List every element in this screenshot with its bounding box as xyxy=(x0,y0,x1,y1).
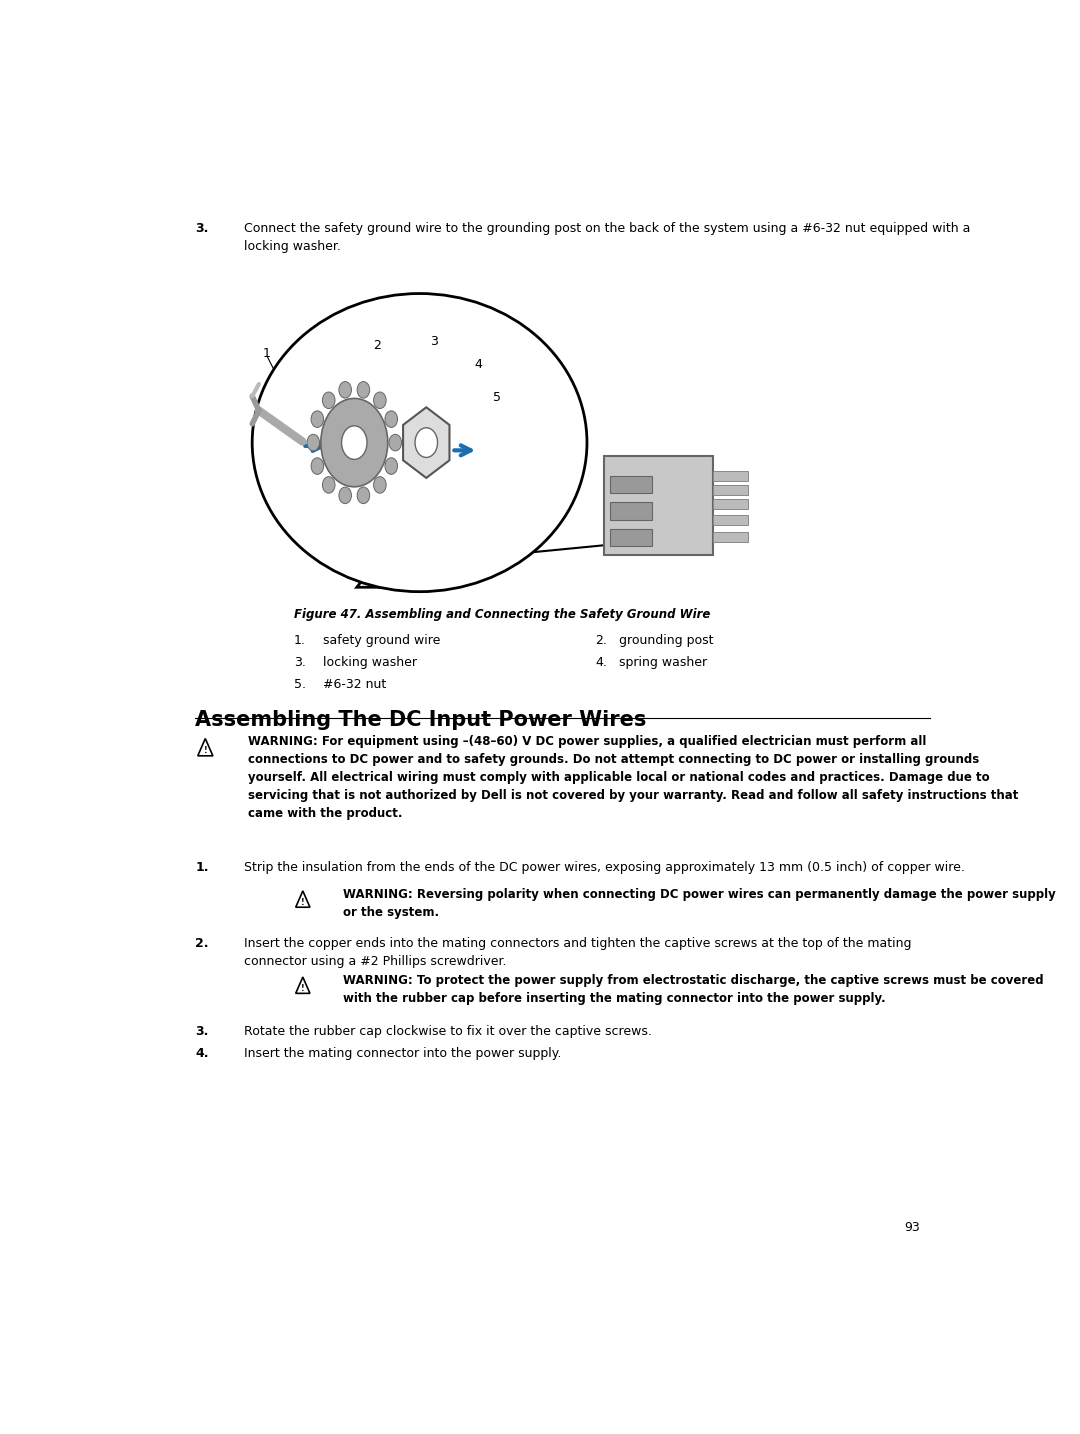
Text: 3.: 3. xyxy=(195,222,208,235)
FancyBboxPatch shape xyxy=(713,532,747,542)
FancyBboxPatch shape xyxy=(713,472,747,482)
Text: 4.: 4. xyxy=(595,655,607,668)
Text: grounding post: grounding post xyxy=(619,634,713,647)
Text: spring washer: spring washer xyxy=(619,655,707,668)
Circle shape xyxy=(357,488,369,503)
FancyBboxPatch shape xyxy=(604,456,713,555)
Text: 3: 3 xyxy=(430,334,437,347)
Text: 4.: 4. xyxy=(195,1047,208,1060)
Text: 4: 4 xyxy=(474,357,482,371)
Circle shape xyxy=(311,412,324,427)
Text: !: ! xyxy=(203,746,207,756)
Text: locking washer: locking washer xyxy=(323,655,417,668)
Text: Figure 47. Assembling and Connecting the Safety Ground Wire: Figure 47. Assembling and Connecting the… xyxy=(294,608,711,621)
Text: 2: 2 xyxy=(374,338,381,351)
Text: WARNING: Reversing polarity when connecting DC power wires can permanently damag: WARNING: Reversing polarity when connect… xyxy=(342,888,1055,919)
Text: 5: 5 xyxy=(494,391,501,404)
FancyBboxPatch shape xyxy=(713,485,747,495)
Circle shape xyxy=(307,435,320,450)
Text: 2.: 2. xyxy=(195,938,208,951)
Text: Insert the mating connector into the power supply.: Insert the mating connector into the pow… xyxy=(244,1047,562,1060)
Text: 93: 93 xyxy=(904,1222,919,1235)
Text: !: ! xyxy=(301,984,305,994)
Circle shape xyxy=(311,457,324,475)
Text: 2.: 2. xyxy=(595,634,607,647)
Text: Assembling The DC Input Power Wires: Assembling The DC Input Power Wires xyxy=(195,710,647,730)
Circle shape xyxy=(321,399,388,486)
Text: WARNING: To protect the power supply from electrostatic discharge, the captive s: WARNING: To protect the power supply fro… xyxy=(342,974,1043,1005)
Text: Strip the insulation from the ends of the DC power wires, exposing approximately: Strip the insulation from the ends of th… xyxy=(244,860,964,875)
FancyBboxPatch shape xyxy=(713,499,747,509)
Polygon shape xyxy=(356,561,394,588)
Text: safety ground wire: safety ground wire xyxy=(323,634,441,647)
Text: 3.: 3. xyxy=(294,655,306,668)
Circle shape xyxy=(323,391,335,409)
FancyBboxPatch shape xyxy=(610,476,652,493)
FancyBboxPatch shape xyxy=(610,502,652,521)
Circle shape xyxy=(384,412,397,427)
Text: Rotate the rubber cap clockwise to fix it over the captive screws.: Rotate the rubber cap clockwise to fix i… xyxy=(244,1024,651,1038)
FancyBboxPatch shape xyxy=(713,515,747,525)
Circle shape xyxy=(374,476,387,493)
Circle shape xyxy=(415,427,437,457)
Circle shape xyxy=(339,381,351,399)
Circle shape xyxy=(339,488,351,503)
Ellipse shape xyxy=(253,294,588,592)
Text: 1.: 1. xyxy=(294,634,306,647)
Circle shape xyxy=(374,391,387,409)
Circle shape xyxy=(357,381,369,399)
Text: 3.: 3. xyxy=(195,1024,208,1038)
FancyBboxPatch shape xyxy=(610,529,652,546)
Polygon shape xyxy=(403,407,449,478)
Circle shape xyxy=(341,426,367,459)
Circle shape xyxy=(323,476,335,493)
Circle shape xyxy=(389,435,402,450)
Text: !: ! xyxy=(301,898,305,908)
Text: Connect the safety ground wire to the grounding post on the back of the system u: Connect the safety ground wire to the gr… xyxy=(244,222,970,252)
Text: WARNING: For equipment using –(48–60) V DC power supplies, a qualified electrici: WARNING: For equipment using –(48–60) V … xyxy=(248,736,1018,820)
Text: 1: 1 xyxy=(262,347,270,360)
Text: Insert the copper ends into the mating connectors and tighten the captive screws: Insert the copper ends into the mating c… xyxy=(244,938,912,968)
Circle shape xyxy=(384,457,397,475)
Text: 1.: 1. xyxy=(195,860,208,875)
Text: #6-32 nut: #6-32 nut xyxy=(323,678,387,691)
Text: 5.: 5. xyxy=(294,678,306,691)
